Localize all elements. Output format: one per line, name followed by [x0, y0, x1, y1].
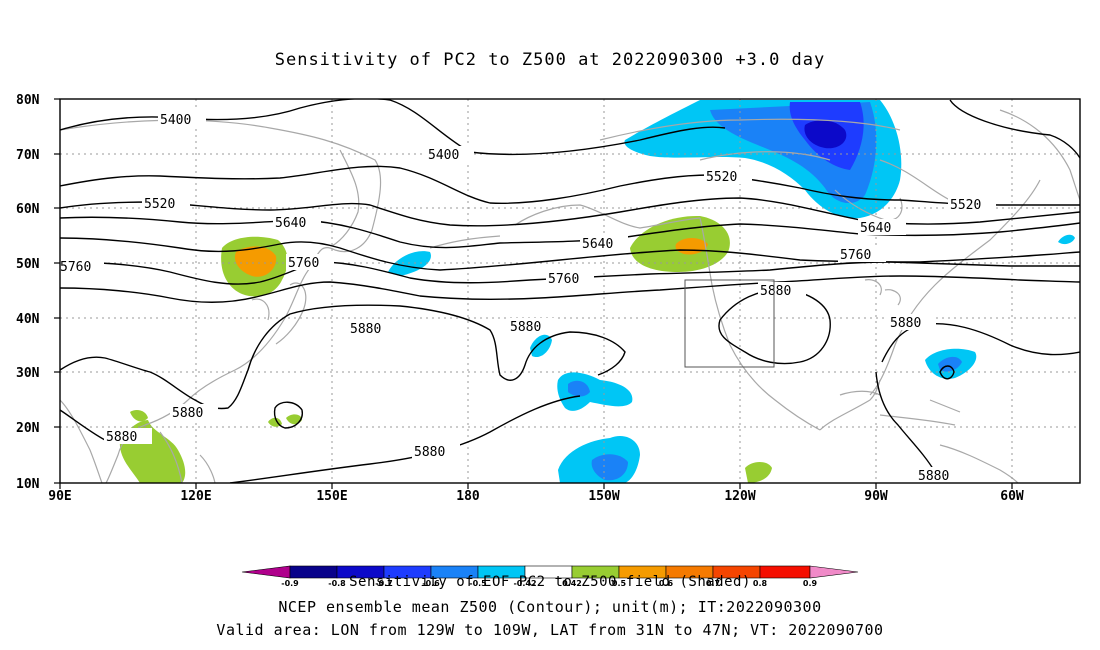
colorbar-tick: -0.6: [422, 579, 440, 588]
contour-5880-left: [60, 409, 106, 441]
colorbar: -0.9 -0.8 -0.7 -0.6 -0.5 -0.42 0.42 0.5 …: [241, 565, 859, 588]
colorbar-tick: 0.7: [706, 579, 720, 588]
colorbar-tick: -0.5: [469, 579, 487, 588]
contour-label: 5880: [414, 445, 445, 460]
contour-label: 5880: [106, 430, 137, 445]
contour-5520-2: [60, 197, 1080, 227]
colorbar-tick: -0.8: [328, 579, 346, 588]
lon-label: 60W: [1000, 489, 1024, 504]
contour-5640-2: [60, 237, 1080, 271]
contour-5520-top: [60, 165, 1080, 206]
contour-label: 5400: [428, 148, 459, 163]
coast-caribbean: [879, 399, 961, 426]
contour-label: 5640: [582, 237, 613, 252]
coast-asia-north: [60, 119, 382, 426]
axis-ticks: [54, 98, 1013, 489]
contour-5880-phil: [273, 401, 303, 429]
colorbar-tick: 0.6: [659, 579, 674, 588]
contour-label-group: 5400 5400 5520 5520 5520 5640 5640 5640 …: [60, 111, 996, 484]
contour-label: 5640: [860, 221, 891, 236]
contour-label: 5520: [706, 170, 737, 185]
shade-negative-hawaii-core: [568, 380, 590, 397]
coastlines: [60, 109, 1080, 483]
contour-label: 5880: [350, 322, 381, 337]
colorbar-tick: -0.42: [513, 579, 536, 588]
colorbar-tick: -0.7: [375, 579, 393, 588]
lat-label: 40N: [16, 312, 40, 327]
contour-label: 5760: [548, 272, 579, 287]
shade-negative-pacific-mid: [530, 334, 552, 358]
contour-label: 5640: [275, 216, 306, 231]
contour-label: 5760: [840, 248, 871, 263]
lon-label: 180: [456, 489, 480, 504]
coast-aleutians: [429, 235, 501, 249]
coast-great-lakes: [864, 279, 901, 306]
lon-label: 150W: [588, 489, 619, 504]
shade-positive-indochina-small: [130, 410, 148, 422]
lon-label: 90W: [864, 489, 888, 504]
contour-5760-2: [60, 275, 1080, 303]
coast-east-na: [869, 179, 1041, 396]
lon-label: 150E: [316, 489, 347, 504]
contour-label: 5880: [918, 469, 949, 484]
shade-negative-pacific-nw: [388, 251, 431, 276]
contour-label: 5520: [950, 198, 981, 213]
contour-label: 5760: [288, 256, 319, 271]
lat-label: 70N: [16, 148, 40, 163]
lat-label: 20N: [16, 421, 40, 436]
colorbar-tick: 0.8: [753, 579, 768, 588]
contour-5880-main: [60, 304, 626, 410]
contour-5880-east: [881, 323, 1080, 363]
lon-label: 90E: [48, 489, 71, 504]
contour-5880-atl-small: [939, 365, 955, 380]
contour-label: 5880: [890, 316, 921, 331]
shade-positive-mexico-coast: [745, 462, 772, 483]
shade-negative-east-north: [1058, 234, 1075, 245]
plot-area: [60, 99, 1080, 483]
shade-positive-east-asia-core: [234, 246, 277, 277]
contour-5760-1: [60, 261, 1080, 285]
contour-5400-right: [949, 99, 1080, 159]
footer-contour-info: NCEP ensemble mean Z500 (Contour); unit(…: [278, 598, 822, 616]
plot-title: Sensitivity of PC2 to Z500 at 2022090300…: [274, 50, 826, 70]
contour-label: 5400: [160, 113, 191, 128]
contour-label: 5880: [510, 320, 541, 335]
coast-greenland: [999, 109, 1080, 201]
longitude-labels: 90E 120E 150E 180 150W 120W 90W 60W: [48, 489, 1024, 504]
lat-label: 30N: [16, 366, 40, 381]
colorbar-tick: 0.9: [803, 579, 818, 588]
contour-label: 5880: [760, 284, 791, 299]
lon-label: 120W: [724, 489, 755, 504]
lat-label: 80N: [16, 93, 40, 108]
footer-valid-area: Valid area: LON from 129W to 109W, LAT f…: [216, 621, 884, 639]
colorbar-tick: 0.42: [562, 579, 582, 588]
colorbar-tick: 0.5: [612, 579, 627, 588]
contour-label: 5520: [144, 197, 175, 212]
coast-kamchatka: [331, 149, 360, 247]
colorbar-cell: [809, 565, 859, 579]
z500-contours: [60, 99, 1080, 483]
contour-label: 5760: [60, 260, 91, 275]
shade-negative-south-pacific-core: [591, 454, 628, 481]
contour-label: 5880: [172, 406, 203, 421]
coast-canada-arctic: [599, 118, 951, 201]
colorbar-tick: -0.9: [281, 579, 299, 588]
lat-label: 10N: [16, 477, 40, 492]
lat-label: 60N: [16, 202, 40, 217]
coast-west-na: [699, 217, 821, 431]
coast-korea-japan: [251, 282, 307, 345]
lon-label: 120E: [180, 489, 211, 504]
plot-frame: [59, 98, 1081, 484]
shade-positive-philippines-2: [286, 414, 302, 425]
colorbar-caption: Sensitivity of EOF PC2 to Z500 field (Sh…: [349, 574, 751, 590]
coast-south-america: [939, 444, 1019, 483]
lat-label: 50N: [16, 257, 40, 272]
valid-area-box: [684, 279, 775, 368]
shade-negative-north-america-max: [804, 120, 847, 149]
latitude-labels: 80N 70N 60N 50N 40N 30N 20N 10N: [16, 93, 40, 492]
contour-5640-1: [60, 216, 1080, 249]
coast-india: [60, 399, 103, 483]
coast-alaska: [514, 204, 701, 229]
